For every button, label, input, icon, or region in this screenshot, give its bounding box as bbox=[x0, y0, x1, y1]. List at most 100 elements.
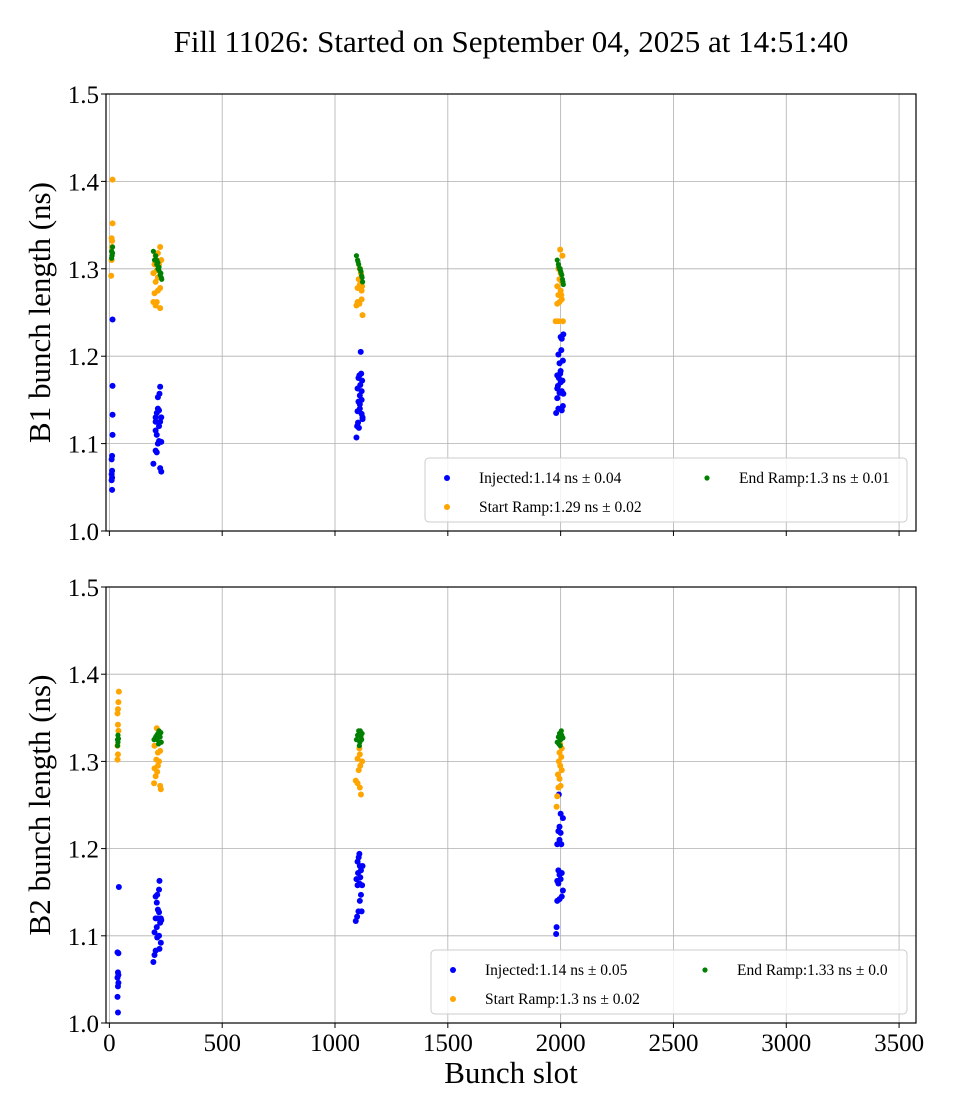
data-point bbox=[114, 1009, 121, 1016]
data-point bbox=[558, 292, 565, 299]
legend-label: End Ramp:1.33 ns ± 0.0 bbox=[737, 962, 888, 979]
data-point bbox=[156, 407, 163, 414]
series-injected bbox=[108, 316, 567, 493]
data-point bbox=[555, 867, 562, 874]
data-point bbox=[355, 375, 362, 382]
legend-label: Injected:1.14 ns ± 0.05 bbox=[485, 962, 628, 979]
data-point bbox=[559, 357, 566, 364]
data-point bbox=[559, 252, 566, 259]
data-point bbox=[359, 274, 365, 281]
data-point bbox=[556, 836, 563, 843]
data-point bbox=[153, 253, 159, 259]
data-point bbox=[358, 370, 365, 377]
data-point bbox=[114, 721, 121, 728]
data-point bbox=[356, 850, 363, 857]
data-point bbox=[114, 993, 121, 1000]
data-point bbox=[554, 385, 561, 392]
data-point bbox=[354, 913, 361, 920]
x-tick-label: 1500 bbox=[423, 1030, 473, 1057]
legend-label: End Ramp:1.3 ns ± 0.01 bbox=[739, 470, 890, 487]
data-point bbox=[359, 312, 366, 319]
y-tick-label: 1.1 bbox=[68, 924, 99, 951]
data-point bbox=[109, 486, 116, 493]
data-point bbox=[108, 272, 115, 279]
legend-label: Injected:1.14 ns ± 0.04 bbox=[479, 470, 622, 487]
data-point bbox=[108, 235, 115, 242]
data-point bbox=[560, 279, 566, 285]
data-point bbox=[156, 877, 163, 884]
data-point bbox=[558, 893, 565, 900]
data-point bbox=[150, 248, 156, 254]
data-point bbox=[559, 887, 566, 894]
data-point bbox=[109, 431, 116, 438]
data-point bbox=[109, 452, 116, 459]
legend-marker bbox=[450, 996, 456, 1002]
data-point bbox=[554, 257, 560, 263]
data-point bbox=[357, 348, 364, 355]
data-point bbox=[355, 259, 361, 265]
data-point bbox=[115, 688, 122, 695]
data-point bbox=[109, 244, 116, 250]
data-point bbox=[357, 266, 363, 272]
data-point bbox=[356, 784, 363, 791]
legend-marker bbox=[704, 475, 710, 481]
data-point bbox=[356, 405, 363, 412]
y-axis-label: B1 bunch length (ns) bbox=[22, 182, 57, 443]
data-point bbox=[357, 728, 363, 734]
data-point bbox=[157, 786, 164, 793]
data-point bbox=[109, 467, 116, 474]
data-point bbox=[158, 468, 165, 475]
series-end-ramp bbox=[114, 728, 566, 749]
data-point bbox=[114, 969, 121, 976]
data-point bbox=[355, 424, 362, 431]
data-point bbox=[154, 737, 160, 743]
series-start-ramp bbox=[114, 688, 565, 810]
data-point bbox=[114, 710, 121, 717]
data-point bbox=[155, 260, 161, 266]
y-tick-label: 1.5 bbox=[68, 82, 99, 109]
data-point bbox=[153, 431, 160, 438]
data-point bbox=[556, 741, 562, 747]
data-point bbox=[554, 771, 561, 778]
legend: Injected:1.14 ns ± 0.04 Start Ramp:1.29 n… bbox=[424, 457, 908, 523]
x-axis-label: Bunch slot bbox=[444, 1055, 578, 1090]
data-point bbox=[158, 270, 164, 276]
legend-marker bbox=[450, 967, 456, 973]
data-point bbox=[557, 810, 564, 817]
data-point bbox=[109, 248, 115, 254]
axes-frame bbox=[105, 586, 917, 1024]
data-point bbox=[115, 883, 122, 890]
data-point bbox=[353, 253, 360, 259]
data-point bbox=[153, 924, 160, 931]
data-point bbox=[558, 296, 565, 303]
data-point bbox=[559, 318, 566, 325]
data-point bbox=[357, 891, 364, 898]
chart-title: Fill 11026: Started on September 04, 202… bbox=[174, 24, 849, 59]
x-tick-label: 1000 bbox=[310, 1030, 360, 1057]
data-point bbox=[156, 264, 162, 270]
data-point bbox=[357, 791, 364, 798]
data-point bbox=[554, 793, 561, 800]
data-point bbox=[158, 414, 165, 421]
data-point bbox=[114, 751, 121, 758]
data-point bbox=[152, 418, 159, 425]
data-point bbox=[560, 735, 566, 741]
legend-box bbox=[424, 457, 908, 523]
data-point bbox=[151, 929, 158, 936]
x-tick-label: 3500 bbox=[874, 1030, 924, 1057]
data-point bbox=[153, 299, 160, 306]
data-point bbox=[358, 908, 365, 915]
data-point bbox=[109, 176, 116, 183]
y-axis-label: B2 bunch length (ns) bbox=[22, 675, 57, 936]
data-point bbox=[157, 305, 164, 312]
y-tick-label: 1.5 bbox=[68, 575, 99, 602]
data-point bbox=[157, 939, 164, 946]
axes-frame bbox=[105, 93, 917, 532]
data-point bbox=[555, 758, 562, 765]
y-tick-label: 1.1 bbox=[68, 432, 99, 459]
data-point bbox=[557, 782, 564, 789]
data-point bbox=[156, 945, 163, 952]
x-tick-label: 2000 bbox=[536, 1030, 586, 1057]
legend-box bbox=[430, 949, 908, 1015]
